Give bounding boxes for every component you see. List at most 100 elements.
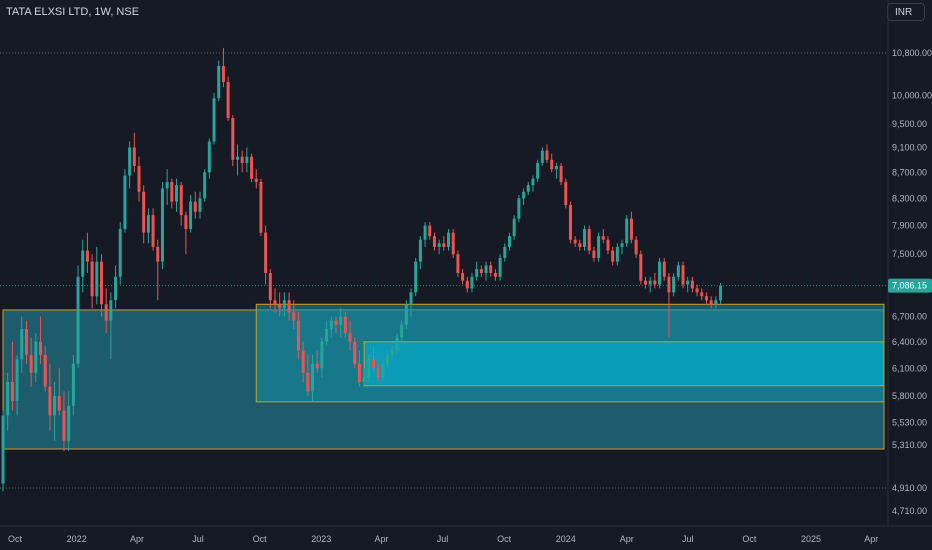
candle-body bbox=[71, 363, 75, 406]
time-tick-label: 2023 bbox=[311, 534, 331, 544]
candle-body bbox=[95, 261, 99, 297]
candle-body bbox=[578, 243, 582, 247]
time-tick-label: Apr bbox=[620, 534, 634, 544]
candle-body bbox=[625, 218, 629, 244]
candle-body bbox=[334, 320, 338, 325]
candle-body bbox=[1, 415, 5, 484]
price-tick-label: 10,000.00 bbox=[892, 90, 932, 100]
candle-body bbox=[526, 185, 530, 192]
candle-body bbox=[587, 229, 591, 251]
candle-body bbox=[81, 250, 85, 277]
candle-body bbox=[128, 147, 132, 176]
candle-body bbox=[53, 396, 57, 416]
candle-body bbox=[39, 341, 43, 355]
candle-body bbox=[568, 205, 572, 240]
time-tick-label: Jul bbox=[437, 534, 449, 544]
candle-body bbox=[461, 272, 465, 281]
candle-body bbox=[193, 201, 197, 212]
candle-body bbox=[381, 363, 385, 378]
price-tick-label: 5,530.00 bbox=[892, 417, 927, 427]
candle-body bbox=[282, 300, 286, 309]
candle-body bbox=[709, 300, 713, 305]
candle-body bbox=[264, 232, 268, 273]
time-tick-label: Oct bbox=[8, 534, 23, 544]
candle-body bbox=[273, 300, 277, 305]
candle-body bbox=[151, 215, 155, 247]
candle-body bbox=[409, 292, 413, 305]
time-tick-label: 2025 bbox=[801, 534, 821, 544]
candle-body bbox=[203, 172, 207, 199]
candle-body bbox=[573, 239, 577, 244]
time-tick-label: Jul bbox=[682, 534, 694, 544]
candle-body bbox=[719, 285, 723, 301]
candle-body bbox=[371, 359, 375, 369]
candle-body bbox=[615, 246, 619, 262]
candle-body bbox=[278, 304, 282, 309]
candle-body bbox=[160, 188, 164, 262]
candle-body bbox=[540, 150, 544, 163]
price-tick-label: 4,710.00 bbox=[892, 506, 927, 516]
candle-body bbox=[315, 363, 319, 369]
candle-body bbox=[648, 280, 652, 285]
time-axis: Oct 2022 Apr Jul Oct 2023 Apr Jul Oct 2024 Apr Jul O… bbox=[8, 534, 878, 544]
price-tick-label: 5,310.00 bbox=[892, 440, 927, 450]
candle-body bbox=[301, 350, 305, 373]
candle-body bbox=[564, 181, 568, 206]
candle-body bbox=[367, 359, 371, 378]
candle-body bbox=[339, 316, 343, 325]
candle-body bbox=[170, 181, 174, 202]
candle-body bbox=[503, 246, 507, 258]
candle-body bbox=[451, 232, 455, 255]
candle-body bbox=[442, 243, 446, 247]
candle-body bbox=[493, 272, 497, 277]
time-tick-label: Oct bbox=[742, 534, 757, 544]
candle-body bbox=[198, 198, 202, 212]
candle-body bbox=[672, 276, 676, 293]
time-tick-label: 2024 bbox=[556, 534, 576, 544]
candle-body bbox=[700, 292, 704, 297]
time-tick-label: Oct bbox=[253, 534, 268, 544]
time-tick-label: Oct bbox=[497, 534, 512, 544]
candle-body bbox=[184, 215, 188, 230]
candle-body bbox=[400, 324, 404, 338]
candle-body bbox=[695, 288, 699, 293]
candle-body bbox=[554, 166, 558, 170]
candle-body bbox=[714, 300, 718, 305]
candle-body bbox=[76, 276, 80, 364]
price-tick-label: 9,100.00 bbox=[892, 143, 927, 153]
price-tick-label: 10,800.00 bbox=[892, 48, 932, 58]
candle-body bbox=[207, 141, 211, 173]
candle-body bbox=[306, 372, 310, 392]
candle-body bbox=[20, 328, 24, 360]
symbol-title: TATA ELXSI LTD, 1W, NSE bbox=[6, 6, 140, 18]
candles-group bbox=[1, 47, 723, 492]
candle-body bbox=[254, 178, 258, 182]
candle-body bbox=[634, 239, 638, 255]
candle-body bbox=[85, 250, 89, 262]
candle-body bbox=[34, 341, 38, 373]
time-tick-label: Apr bbox=[864, 534, 878, 544]
candle-body bbox=[658, 261, 662, 285]
candle-body bbox=[231, 118, 235, 160]
candle-body bbox=[57, 396, 61, 411]
candle-body bbox=[418, 239, 422, 262]
time-tick-label: Apr bbox=[375, 534, 389, 544]
candle-body bbox=[240, 156, 244, 163]
candle-body bbox=[137, 166, 141, 192]
candle-body bbox=[146, 215, 150, 233]
candle-body bbox=[704, 296, 708, 301]
candle-body bbox=[226, 81, 230, 119]
price-tick-label: 7,500.00 bbox=[892, 249, 927, 259]
candle-body bbox=[245, 156, 249, 163]
candle-body bbox=[132, 147, 136, 167]
candle-body bbox=[470, 276, 474, 289]
candle-body bbox=[432, 236, 436, 247]
candle-body bbox=[362, 377, 366, 383]
candle-body bbox=[653, 280, 657, 285]
candle-body bbox=[320, 341, 324, 369]
candle-body bbox=[690, 280, 694, 289]
candle-body bbox=[357, 363, 361, 383]
candle-body bbox=[156, 246, 160, 262]
price-tick-label: 4,910.00 bbox=[892, 483, 927, 493]
